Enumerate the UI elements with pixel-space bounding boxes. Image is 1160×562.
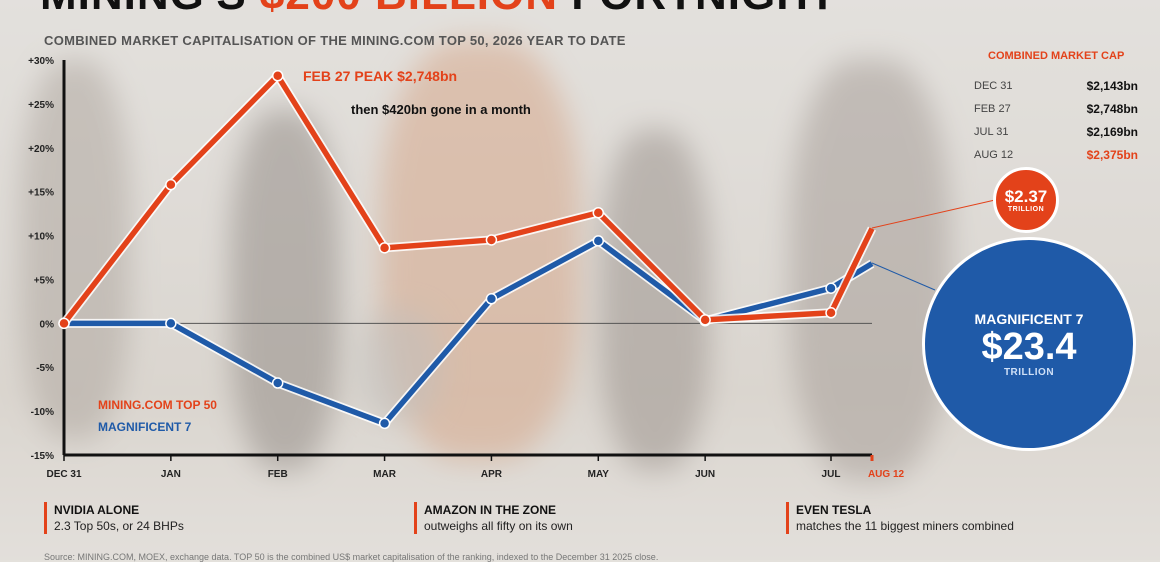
mag7-bubble-value: $23.4: [981, 325, 1077, 368]
drop-annotation: then $420bn gone in a month: [351, 102, 531, 117]
connector-top50: [871, 199, 996, 229]
data-point-magnificent-7: [378, 417, 391, 430]
cap-date: AUG 12: [974, 148, 1014, 161]
x-tick-label: JUN: [695, 469, 715, 480]
data-point-mining-com-top-50: [58, 317, 70, 330]
cap-date: JUL 31: [974, 125, 1009, 138]
y-tick-label: -10%: [31, 407, 54, 418]
x-tick-label: MAR: [373, 469, 397, 480]
fact-heading: AMAZON IN THE ZONE: [424, 503, 556, 517]
data-point-magnificent-7: [485, 293, 498, 305]
top50-bubble-value: $2.37: [1004, 186, 1048, 206]
data-point-magnificent-7: [592, 235, 605, 247]
data-point-magnificent-7: [825, 282, 837, 294]
y-tick-label: +25%: [28, 100, 54, 111]
market-cap-row: FEB 27 $2,748bn: [968, 97, 1138, 120]
y-tick-label: 0%: [40, 319, 55, 330]
data-point-mining-com-top-50: [592, 206, 605, 219]
x-tick-label: MAY: [588, 469, 610, 480]
market-cap-row: JUL 31 $2,169bn: [968, 120, 1138, 143]
data-point-mining-com-top-50: [825, 307, 837, 319]
top50-bubble-unit: TRILLION: [1007, 205, 1045, 213]
market-cap-title: COMBINED MARKET CAP: [988, 50, 1125, 62]
x-tick-label: APR: [481, 469, 503, 480]
x-tick-label: JAN: [161, 469, 181, 480]
x-tick-label: AUG 12: [868, 469, 905, 480]
y-tick-label: +5%: [34, 275, 54, 286]
data-point-mining-com-top-50: [378, 242, 391, 254]
market-cap-row: DEC 31 $2,143bn: [968, 74, 1138, 97]
x-tick-label: JUL: [822, 469, 841, 480]
mag7-bubble-label: MAGNIFICENT 7: [974, 310, 1084, 327]
y-tick-label: -15%: [31, 451, 54, 462]
fact-text: 2.3 Top 50s, or 24 BHPs: [54, 519, 184, 533]
mag7-bubble: MAGNIFICENT 7 $23.4 TRILLION: [922, 237, 1136, 451]
cap-date: FEB 27: [974, 102, 1011, 115]
fact-tesla: EVEN TESLA matches the 11 biggest miners…: [786, 502, 1014, 534]
y-tick-label: +30%: [28, 56, 54, 67]
data-point-mining-com-top-50: [165, 178, 177, 191]
y-tick-label: +10%: [28, 232, 54, 243]
fact-heading: EVEN TESLA: [796, 503, 872, 517]
x-tick-label: FEB: [268, 469, 288, 480]
cap-value: $2,375bn: [1086, 147, 1138, 162]
y-tick-label: -5%: [36, 363, 54, 374]
data-point-magnificent-7: [271, 377, 284, 389]
data-point-mining-com-top-50: [271, 70, 284, 82]
legend-top50: MINING.COM TOP 50: [98, 398, 217, 412]
market-cap-panel: COMBINED MARKET CAP DEC 31 $2,143bn FEB 2…: [968, 50, 1138, 166]
legend-mag7: MAGNIFICENT 7: [98, 420, 192, 434]
data-point-magnificent-7: [165, 317, 177, 330]
y-tick-label: +15%: [28, 188, 54, 199]
chart-subtitle: COMBINED MARKET CAPITALISATION OF THE MI…: [44, 33, 626, 48]
x-tick-label: DEC 31: [46, 469, 81, 480]
cap-value: $2,169bn: [1086, 124, 1138, 139]
chart-title: MINING'S $200 BILLION FORTNIGHT: [40, 0, 837, 20]
fact-amazon: AMAZON IN THE ZONE outweighs all fifty o…: [414, 502, 573, 534]
fact-heading: NVIDIA ALONE: [54, 503, 140, 517]
data-point-mining-com-top-50: [485, 234, 498, 246]
y-tick-label: +20%: [28, 144, 54, 155]
market-cap-row: AUG 12 $2,375bn: [968, 143, 1138, 166]
data-point-mining-com-top-50: [699, 314, 711, 326]
cap-value: $2,748bn: [1086, 101, 1138, 116]
fact-nvidia: NVIDIA ALONE 2.3 Top 50s, or 24 BHPs: [44, 502, 184, 534]
peak-annotation: FEB 27 PEAK $2,748bn: [303, 68, 458, 84]
fact-text: matches the 11 biggest miners combined: [796, 519, 1014, 533]
cap-date: DEC 31: [974, 79, 1013, 92]
mag7-bubble-unit: TRILLION: [1003, 366, 1055, 378]
y-axis: +30% +25% +20% +15% +10% +5% 0% -5% -10% -15%: [28, 56, 54, 462]
x-axis: DEC 31 JAN FEB MAR APR MAY JUN JUL AUG 12: [46, 455, 904, 480]
cap-value: $2,143bn: [1086, 78, 1138, 93]
series-group: [58, 70, 877, 430]
top50-bubble: $2.37 TRILLION: [993, 167, 1059, 233]
connector-mag7: [871, 262, 936, 291]
fact-text: outweighs all fifty on its own: [424, 519, 573, 533]
source-note: Source: MINING.COM, MOEX, exchange data.…: [44, 552, 659, 562]
